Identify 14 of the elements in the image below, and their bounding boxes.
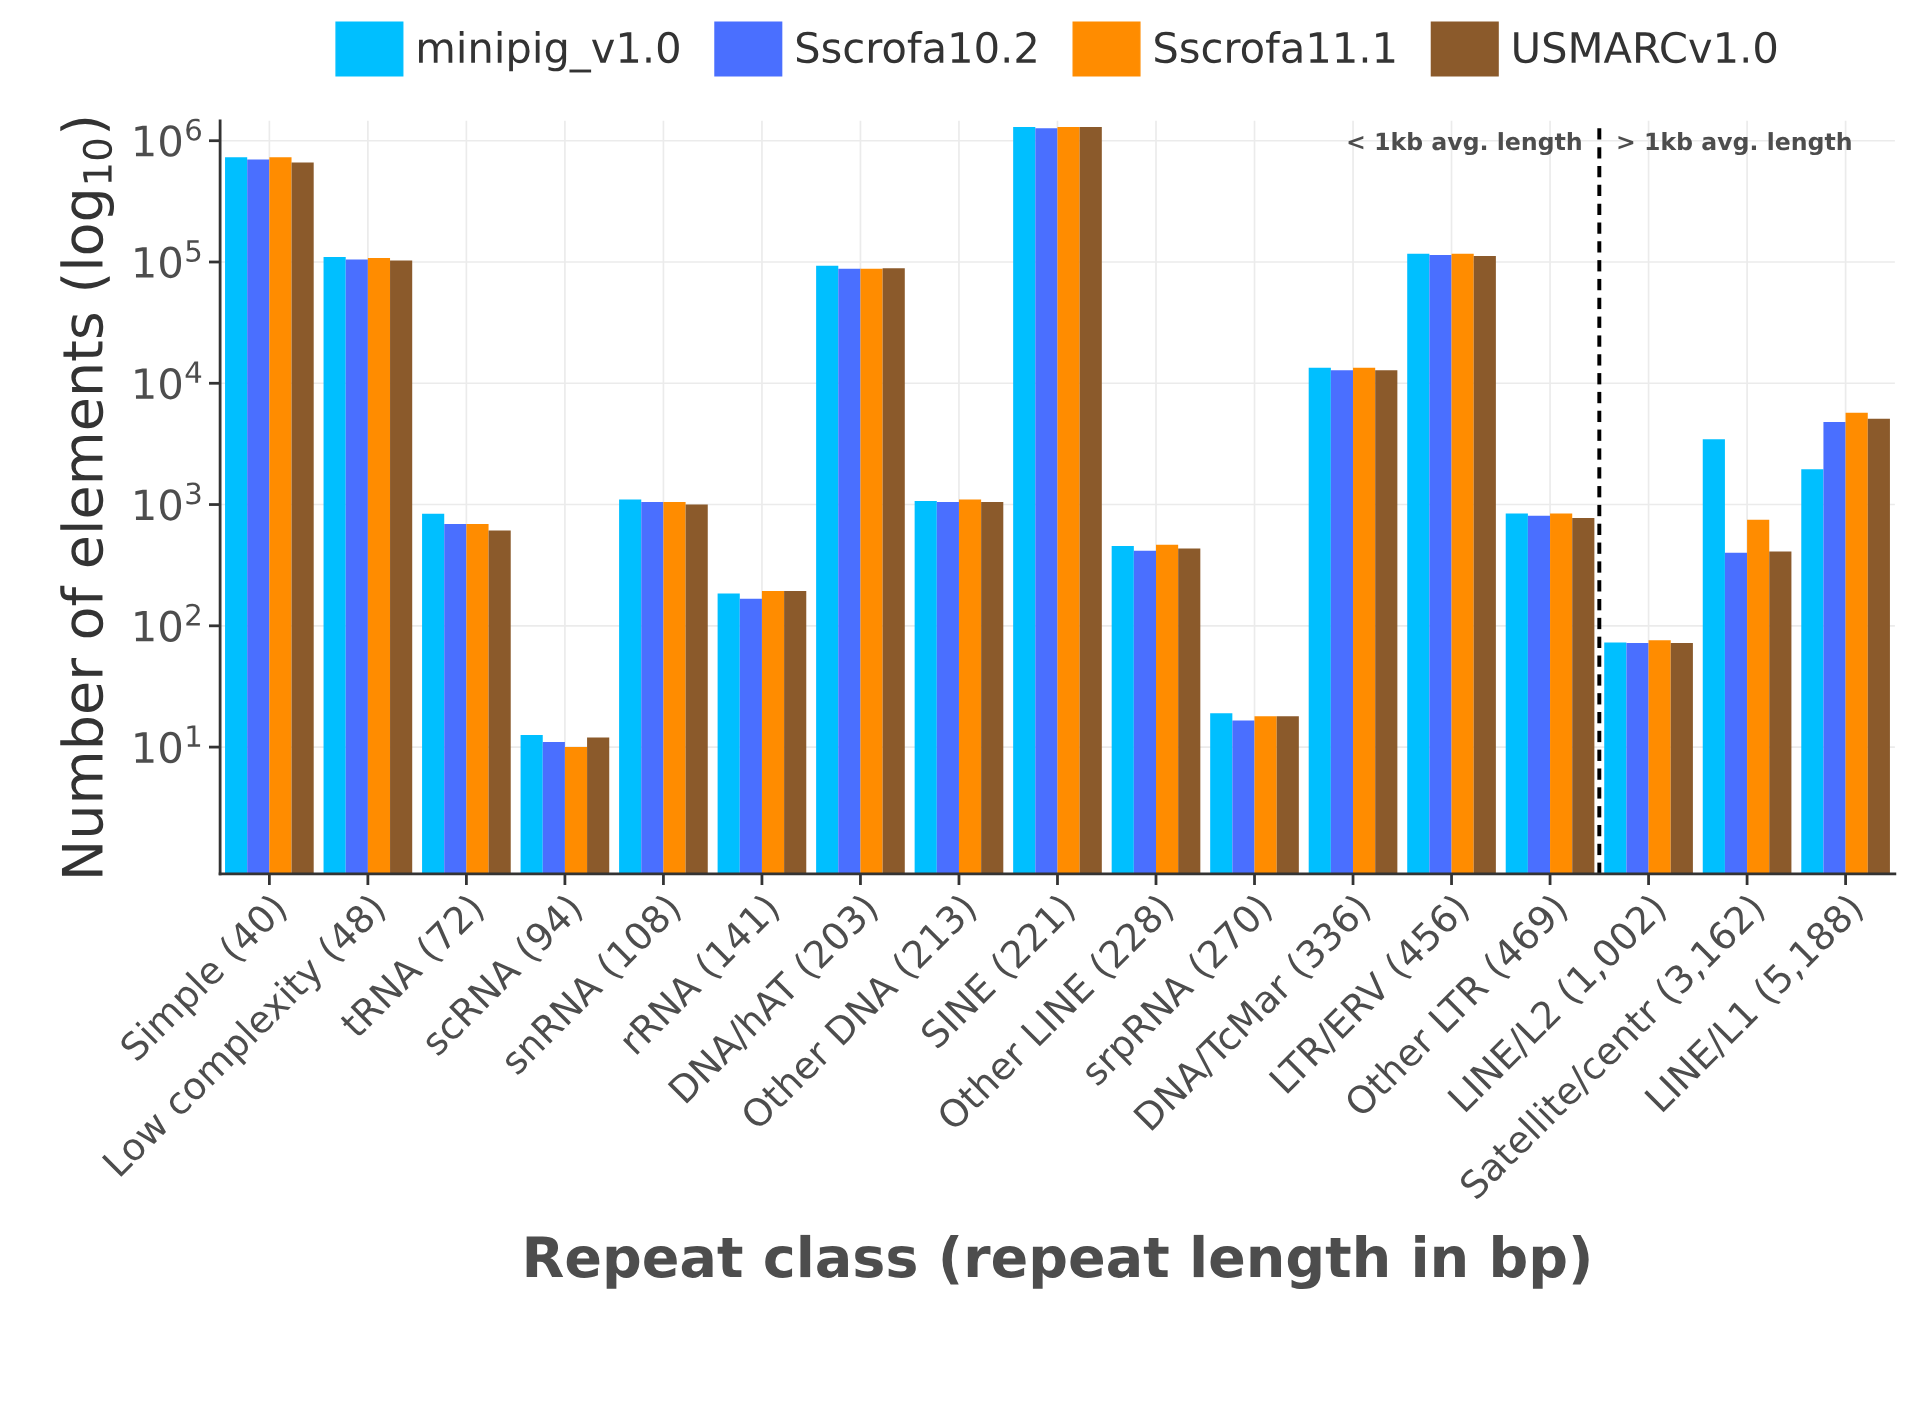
y-tick-label: 10$^{2}$	[135, 603, 200, 642]
x-axis-title: Repeat class (repeat length in bp)	[526, 1234, 1589, 1290]
legend-label: Sscrofa11.1	[1155, 30, 1395, 64]
y-axis-title: Number of elements (log$_{10}$)	[60, 118, 115, 876]
y-tick-label: 10$^{1}$	[135, 725, 201, 764]
annotation: < 1kb avg. length	[1348, 132, 1581, 156]
y-tick-label: 10$^{4}$	[135, 361, 202, 400]
y-tick-label: 10$^{3}$	[135, 482, 201, 521]
annotation: > 1kb avg. length	[1618, 132, 1851, 156]
legend-label: minipig_v1.0	[419, 30, 679, 73]
y-tick-label: 10$^{5}$	[135, 240, 201, 279]
legend-label: USMARCv1.0	[1514, 31, 1777, 64]
legend-label: Sscrofa10.2	[796, 30, 1036, 64]
y-tick-label: 10$^{6}$	[135, 118, 201, 157]
